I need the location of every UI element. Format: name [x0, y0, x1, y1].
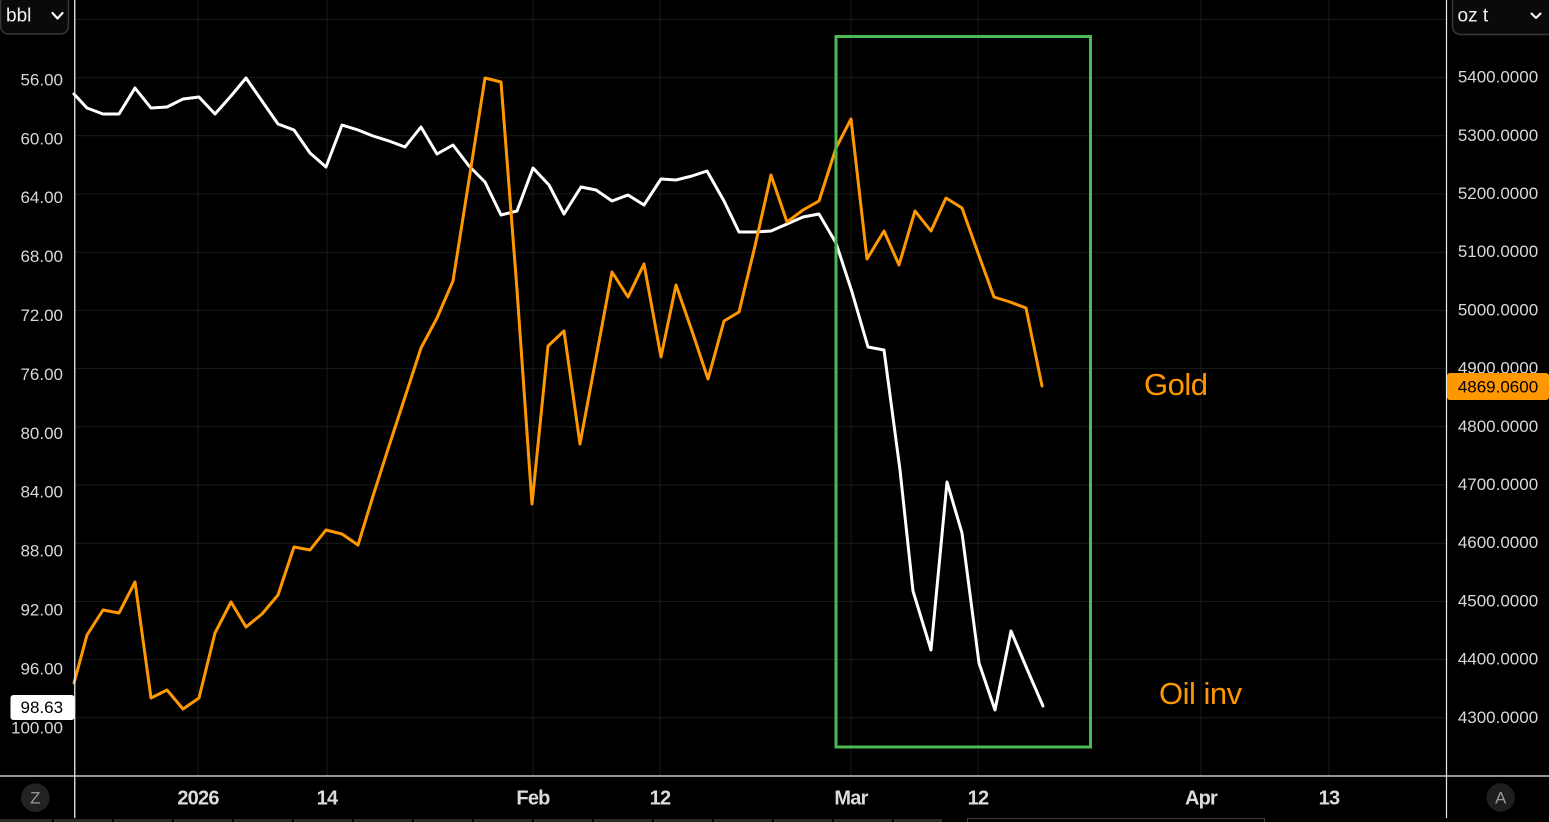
svg-text:Z: Z [30, 789, 40, 808]
svg-text:oz t: oz t [1458, 6, 1489, 27]
svg-text:4500.0000: 4500.0000 [1458, 591, 1538, 610]
svg-text:Feb: Feb [516, 788, 550, 810]
svg-text:84.00: 84.00 [20, 483, 63, 502]
svg-text:64.00: 64.00 [20, 188, 63, 207]
svg-text:bbl: bbl [6, 6, 31, 27]
svg-text:A: A [1495, 789, 1507, 808]
svg-text:98.63: 98.63 [21, 698, 64, 717]
svg-text:4700.0000: 4700.0000 [1458, 475, 1538, 494]
svg-text:4900.0000: 4900.0000 [1458, 359, 1538, 378]
svg-text:Apr: Apr [1185, 788, 1218, 810]
svg-text:Gold: Gold [1144, 367, 1207, 402]
svg-text:100.00: 100.00 [11, 718, 63, 737]
svg-text:4300.0000: 4300.0000 [1458, 708, 1538, 727]
svg-text:12: 12 [650, 788, 671, 810]
svg-text:72.00: 72.00 [20, 306, 63, 325]
svg-text:4800.0000: 4800.0000 [1458, 417, 1538, 436]
svg-text:4600.0000: 4600.0000 [1458, 533, 1538, 552]
svg-text:68.00: 68.00 [20, 247, 63, 266]
svg-text:76.00: 76.00 [20, 365, 63, 384]
svg-text:96.00: 96.00 [20, 659, 63, 678]
svg-text:5400.0000: 5400.0000 [1458, 68, 1538, 87]
svg-text:13: 13 [1319, 788, 1340, 810]
svg-text:4400.0000: 4400.0000 [1458, 650, 1538, 669]
svg-text:Oil inv: Oil inv [1159, 676, 1243, 711]
svg-text:80.00: 80.00 [20, 424, 63, 443]
svg-text:88.00: 88.00 [20, 542, 63, 561]
svg-text:5000.0000: 5000.0000 [1458, 300, 1538, 319]
svg-text:56.00: 56.00 [20, 70, 63, 89]
svg-text:5300.0000: 5300.0000 [1458, 126, 1538, 145]
svg-text:92.00: 92.00 [20, 601, 63, 620]
svg-text:2026: 2026 [177, 788, 219, 810]
svg-text:60.00: 60.00 [20, 129, 63, 148]
svg-text:14: 14 [317, 788, 339, 810]
svg-text:12: 12 [968, 788, 989, 810]
svg-text:4869.0600: 4869.0600 [1458, 378, 1538, 397]
svg-text:5200.0000: 5200.0000 [1458, 184, 1538, 203]
svg-text:Mar: Mar [834, 788, 868, 810]
svg-text:5100.0000: 5100.0000 [1458, 242, 1538, 261]
